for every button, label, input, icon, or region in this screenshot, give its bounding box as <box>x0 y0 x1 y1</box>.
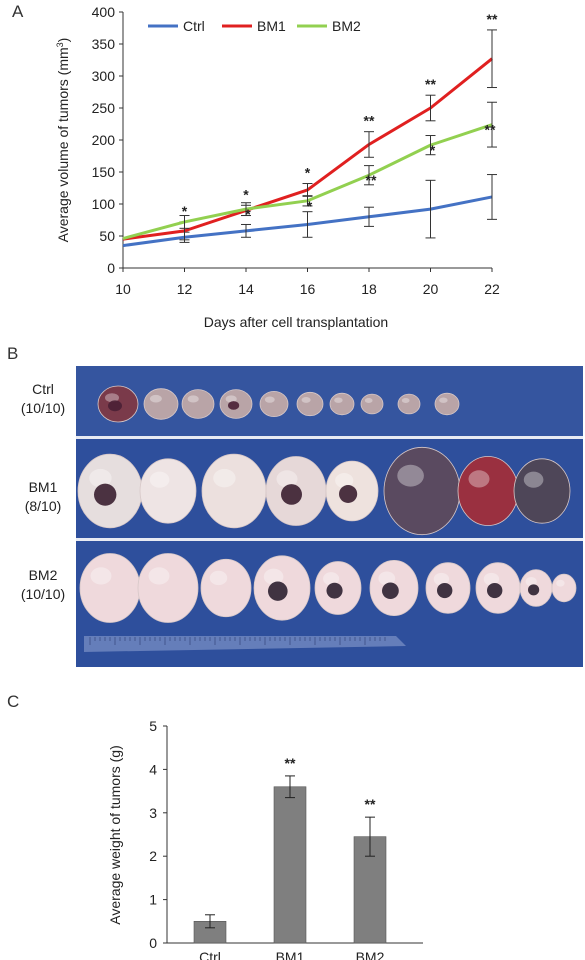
significance-marker: * <box>243 186 249 202</box>
significance-marker: ** <box>487 11 498 27</box>
row-ratio-ctrl: (10/10) <box>20 400 66 416</box>
significance-marker: * <box>245 206 251 222</box>
tumor-photo <box>76 366 583 667</box>
series-bm2: ******* <box>122 101 497 241</box>
tumor-ctrl-8 <box>360 393 384 415</box>
tumor-bm1-4 <box>265 456 327 526</box>
panel-label-b: B <box>7 344 19 363</box>
tumor-bm1-8 <box>513 458 571 524</box>
tumor-bm2-7 <box>425 562 471 614</box>
row-ratio-bm2: (10/10) <box>20 586 66 602</box>
tumor-bm2-3 <box>200 558 252 618</box>
tumor-bm2-8 <box>475 562 521 614</box>
tumor-ctrl-5 <box>259 390 289 418</box>
y-tick-label: 50 <box>99 228 115 244</box>
y-tick-label: 1 <box>149 892 157 908</box>
tumor-ctrl-10 <box>434 392 460 416</box>
x-tick-label: 10 <box>115 281 131 297</box>
x-tick-label: 20 <box>423 281 439 297</box>
legend-label: BM1 <box>257 18 286 34</box>
bar <box>273 786 307 944</box>
y-tick-label: 0 <box>107 260 115 276</box>
y-tick-label: 5 <box>149 718 157 734</box>
tumor-bm1-3 <box>201 453 267 529</box>
tumor-bm1-2 <box>139 458 197 524</box>
tumor-bm2-10 <box>551 573 577 603</box>
legend-label: BM2 <box>332 18 361 34</box>
significance-marker: ** <box>285 755 296 771</box>
tumor-bm1-7 <box>457 456 519 526</box>
tumor-bm1-6 <box>383 446 461 536</box>
tumor-ctrl-3 <box>181 389 215 419</box>
tumor-ctrl-7 <box>329 392 355 416</box>
x-tick-label: 22 <box>484 281 500 297</box>
tumor-ctrl-1 <box>97 385 139 423</box>
bar-group-ctrl: Ctrl <box>193 914 227 960</box>
tumor-bm2-1 <box>79 553 141 623</box>
tumor-ctrl-9 <box>397 393 421 415</box>
legend-label: Ctrl <box>183 18 205 34</box>
y-tick-label: 300 <box>92 68 116 84</box>
tumor-bm2-5 <box>314 561 362 615</box>
ruler <box>84 636 406 652</box>
y-tick-label: 100 <box>92 196 116 212</box>
significance-marker: * <box>182 203 188 219</box>
category-label: BM1 <box>276 949 305 960</box>
x-tick-label: 18 <box>361 281 377 297</box>
legend-item-bm2: BM2 <box>297 18 361 34</box>
significance-marker: ** <box>485 122 496 138</box>
photo-divider-1 <box>76 436 583 439</box>
tumor-bm2-9 <box>519 569 553 607</box>
y-tick-label: 350 <box>92 36 116 52</box>
panel-label-a: A <box>12 2 24 21</box>
y-tick-label: 150 <box>92 164 116 180</box>
tumor-bm2-2 <box>137 553 199 623</box>
significance-marker: * <box>430 142 436 158</box>
tumor-ctrl-6 <box>296 391 324 417</box>
significance-marker: * <box>307 198 313 214</box>
significance-marker: * <box>305 165 311 181</box>
bar-group-bm1: ** BM1 <box>273 755 307 960</box>
tumor-ctrl-4 <box>219 389 253 419</box>
legend-item-bm1: BM1 <box>222 18 286 34</box>
row-group-bm1: BM1 <box>28 479 58 495</box>
category-label: Ctrl <box>199 949 221 960</box>
photo-divider-2 <box>76 538 583 541</box>
series-bm1: ********* <box>122 11 498 241</box>
legend-item-ctrl: Ctrl <box>148 18 205 34</box>
y-tick-label: 400 <box>92 4 116 20</box>
category-label: BM2 <box>356 949 385 960</box>
tumor-bm1-5 <box>325 460 379 522</box>
row-group-ctrl: Ctrl <box>32 381 54 397</box>
row-ratio-bm1: (8/10) <box>24 498 62 514</box>
y-tick-label: 2 <box>149 848 157 864</box>
y-tick-label: 0 <box>149 935 157 951</box>
row-label-ctrl: Ctrl (10/10) <box>10 380 76 418</box>
y-axis-label: Average weight of tumors (g) <box>107 745 123 925</box>
significance-marker: ** <box>425 76 436 92</box>
bar-group-bm2: ** BM2 <box>353 796 387 960</box>
y-tick-label: 3 <box>149 805 157 821</box>
x-axis-label: Days after cell transplantation <box>204 314 388 330</box>
row-label-bm2: BM2 (10/10) <box>10 566 76 604</box>
y-tick-label: 250 <box>92 100 116 116</box>
tumor-weight-bar-chart: 0 1 2 3 4 5 Ctrl ** BM1 ** BM2 Average weight of … <box>107 718 423 960</box>
significance-marker: ** <box>364 113 375 129</box>
x-tick-label: 12 <box>177 281 193 297</box>
tumor-ctrl-2 <box>143 388 179 420</box>
tumor-bm1-1 <box>77 453 143 529</box>
panel-label-c: C <box>7 692 20 711</box>
significance-marker: ** <box>365 796 376 812</box>
x-tick-label: 14 <box>238 281 254 297</box>
tumor-bm2-6 <box>369 559 419 616</box>
y-axis-label: Average volume of tumors (mm3) <box>55 38 71 243</box>
x-tick-label: 16 <box>300 281 316 297</box>
tumor-bm2-4 <box>253 555 311 621</box>
row-label-bm1: BM1 (8/10) <box>10 478 76 516</box>
row-group-bm2: BM2 <box>28 567 58 583</box>
significance-marker: ** <box>366 172 377 188</box>
y-tick-label: 200 <box>92 132 116 148</box>
y-tick-label: 4 <box>149 761 157 777</box>
